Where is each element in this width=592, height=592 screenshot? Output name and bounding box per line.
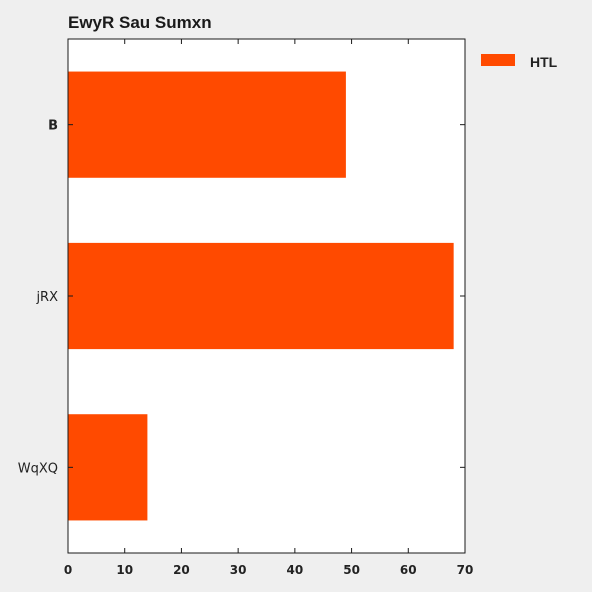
x-tick-label: 60	[400, 563, 417, 577]
bars-layer	[68, 71, 454, 521]
x-tick-label: 50	[343, 563, 360, 577]
x-tick-label: 40	[287, 563, 304, 577]
x-tick-label: 20	[173, 563, 190, 577]
chart-title: EwyR Sau Sumxn	[68, 13, 212, 32]
x-tick-label: 10	[116, 563, 133, 577]
y-tick-label: B	[48, 119, 58, 134]
y-tick-label: WqXQ	[18, 461, 58, 476]
plot-frame	[67, 38, 466, 554]
x-tick-label: 0	[64, 563, 72, 577]
y-tick-label: jRX	[35, 290, 58, 305]
legend: HTL	[481, 54, 558, 70]
bar-jrx	[68, 242, 454, 350]
legend-label-htl: HTL	[530, 54, 558, 70]
bar-wqxq	[68, 414, 148, 521]
x-tick-label: 30	[230, 563, 247, 577]
legend-swatch-htl	[481, 54, 515, 66]
x-tick-label: 70	[457, 563, 474, 577]
bar-b	[68, 71, 346, 178]
